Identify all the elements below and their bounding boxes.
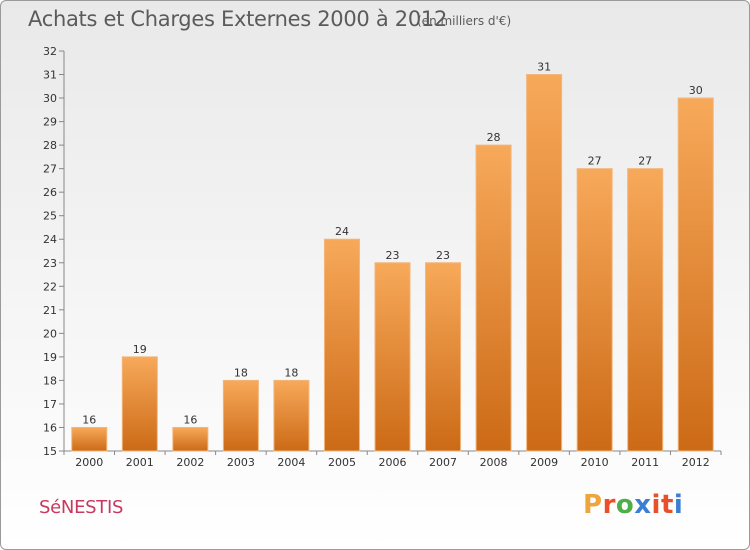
data-label: 30 <box>689 84 703 97</box>
data-label: 18 <box>234 366 248 379</box>
bar <box>273 379 310 452</box>
data-label: 19 <box>133 343 147 356</box>
data-label: 16 <box>183 413 197 426</box>
x-tick-label: 2004 <box>277 456 305 469</box>
data-labels: 16 19 16 18 18 24 23 23 28 31 27 27 30 <box>82 61 702 427</box>
x-tick-label: 2006 <box>379 456 407 469</box>
y-tick-label: 20 <box>43 327 57 340</box>
chart-title: Achats et Charges Externes 2000 à 2012 <box>28 7 448 31</box>
bar <box>374 262 411 452</box>
x-tick-label: 2002 <box>176 456 204 469</box>
bars <box>71 74 714 452</box>
bar <box>526 74 563 452</box>
y-tick-label: 32 <box>43 45 57 58</box>
logo-letter: i <box>651 490 661 520</box>
chart-unit: (en milliers d'€) <box>417 14 512 28</box>
x-tick-label: 2009 <box>530 456 558 469</box>
y-tick-label: 29 <box>43 116 57 129</box>
axes: 15 16 17 18 19 20 21 22 23 24 25 26 27 28 29 30 31 32 2000… <box>43 45 722 469</box>
x-tick-label: 2010 <box>581 456 609 469</box>
x-tick-label: 2000 <box>75 456 103 469</box>
commune-name: SéNESTIS <box>39 497 124 518</box>
data-label: 23 <box>386 249 400 262</box>
y-tick-label: 19 <box>43 351 57 364</box>
data-label: 28 <box>487 131 501 144</box>
x-tick-label: 2012 <box>682 456 710 469</box>
data-label: 16 <box>82 413 96 426</box>
bar <box>222 379 259 452</box>
x-tick-label: 2007 <box>429 456 457 469</box>
logo-letter: i <box>673 490 684 520</box>
y-tick-label: 26 <box>43 186 57 199</box>
y-tick-label: 30 <box>43 92 57 105</box>
x-tick-label: 2005 <box>328 456 356 469</box>
y-tick-label: 15 <box>43 445 57 458</box>
x-tick-label: 2003 <box>227 456 255 469</box>
bar <box>475 144 512 452</box>
bar <box>172 426 209 452</box>
x-tick-label: 2008 <box>480 456 508 469</box>
y-tick-label: 27 <box>43 163 57 176</box>
proxiti-logo[interactable]: Proxiti <box>583 490 683 520</box>
data-label: 18 <box>284 366 298 379</box>
x-tick-label: 2011 <box>631 456 659 469</box>
y-tick-label: 28 <box>43 139 57 152</box>
x-tick-label: 2001 <box>126 456 154 469</box>
bar <box>576 168 613 452</box>
y-tick-label: 21 <box>43 304 57 317</box>
data-label: 24 <box>335 225 349 238</box>
y-tick-label: 22 <box>43 280 57 293</box>
y-tick-label: 17 <box>43 398 57 411</box>
bar <box>121 356 158 452</box>
y-tick-label: 23 <box>43 257 57 270</box>
logo-letter: x <box>634 490 652 520</box>
y-tick-label: 18 <box>43 374 57 387</box>
bar <box>323 238 360 452</box>
logo-letter: P <box>583 490 603 520</box>
bar <box>425 262 462 452</box>
data-label: 31 <box>537 61 551 74</box>
data-label: 23 <box>436 249 450 262</box>
y-tick-label: 31 <box>43 69 57 82</box>
y-tick-label: 24 <box>43 233 57 246</box>
data-label: 27 <box>588 155 602 168</box>
logo-letter: o <box>615 490 635 520</box>
bar <box>677 97 714 452</box>
logo-letter: t <box>660 490 674 520</box>
bar <box>71 426 108 452</box>
y-tick-label: 25 <box>43 210 57 223</box>
logo-letter: r <box>602 490 616 520</box>
bar <box>627 168 664 452</box>
data-label: 27 <box>638 155 652 168</box>
y-tick-label: 16 <box>43 421 57 434</box>
